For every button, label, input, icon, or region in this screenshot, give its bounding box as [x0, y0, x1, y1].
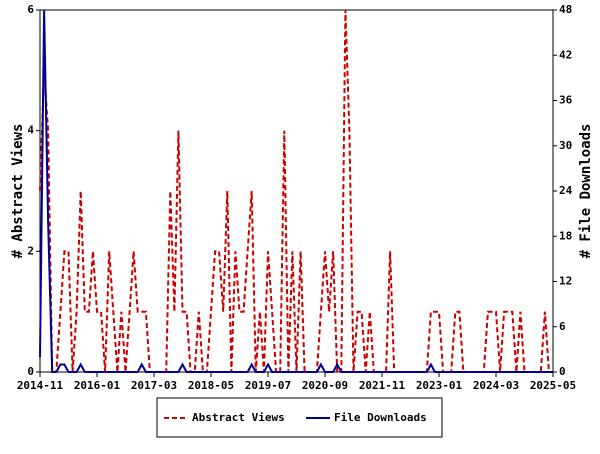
- x-tick-label: 2018-05: [188, 379, 234, 392]
- y2-axis-label: # File Downloads: [578, 124, 594, 259]
- x-tick-label: 2020-09: [302, 379, 348, 392]
- y-tick-label: 0: [27, 365, 34, 378]
- y2-tick-label: 42: [559, 48, 572, 61]
- x-tick-label: 2024-03: [473, 379, 519, 392]
- y-axis-label: # Abstract Views: [10, 124, 26, 259]
- y2-tick-label: 6: [559, 320, 566, 333]
- y2-tick-label: 12: [559, 275, 572, 288]
- y-tick-label: 2: [27, 244, 34, 257]
- y-tick-label: 6: [27, 3, 34, 16]
- x-tick-label: 2014-11: [17, 379, 64, 392]
- x-tick-label: 2019-07: [245, 379, 291, 392]
- legend-label: Abstract Views: [192, 411, 285, 424]
- y2-tick-label: 30: [559, 139, 572, 152]
- x-tick-label: 2016-01: [74, 379, 121, 392]
- series-line: [39, 9, 553, 373]
- legend: [156, 397, 443, 438]
- x-tick-label: 2023-01: [416, 379, 463, 392]
- y2-tick-label: 18: [559, 229, 572, 242]
- x-tick-label: 2025-05: [530, 379, 576, 392]
- series-line: [39, 9, 553, 373]
- x-tick-label: 2021-11: [359, 379, 406, 392]
- y-tick-label: 4: [27, 124, 34, 137]
- plot-frame: [39, 9, 554, 373]
- y2-tick-label: 48: [559, 3, 572, 16]
- x-tick-label: 2017-03: [131, 379, 177, 392]
- y2-tick-label: 36: [559, 94, 573, 107]
- y2-tick-label: 0: [559, 365, 566, 378]
- y2-tick-label: 24: [559, 184, 573, 197]
- legend-label: File Downloads: [334, 411, 427, 424]
